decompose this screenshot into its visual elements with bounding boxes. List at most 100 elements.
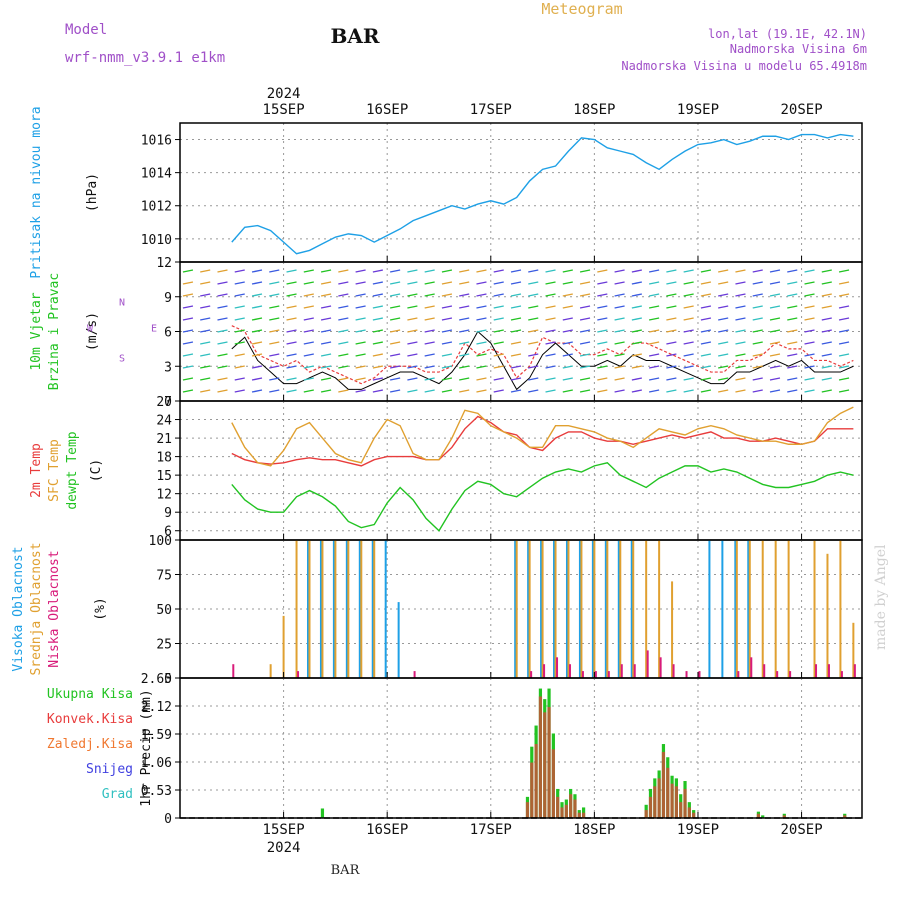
wind-arrow (269, 317, 280, 321)
wind-arrow (631, 389, 642, 393)
y-tick-label: 15 (156, 469, 172, 484)
precip-bar-convective (670, 783, 674, 818)
wind-arrow (320, 389, 332, 393)
wind-arrow (579, 353, 591, 357)
wind-arrow (459, 389, 470, 393)
wind-arrow (390, 341, 401, 345)
wind-arrow (424, 293, 435, 297)
cloud-bar (332, 540, 335, 678)
y-tick-label: 1016 (141, 134, 172, 149)
wind-arrow (700, 269, 712, 273)
wind-arrow (251, 317, 263, 321)
wind-arrow (390, 305, 401, 309)
wind-arrow (407, 353, 418, 357)
wind-arrow (821, 365, 832, 369)
precip-bar-convective (530, 762, 534, 818)
wind-arrow (269, 269, 280, 273)
wind-arrow (579, 329, 591, 333)
wind-arrow (683, 281, 694, 285)
wind-arrow (683, 389, 694, 393)
wind-arrow (407, 377, 418, 381)
wind-arrow (476, 377, 487, 381)
y-tick-label: 0 (164, 672, 172, 687)
wind-arrow (528, 317, 539, 321)
year-label-bottom: 2024 (267, 840, 301, 856)
wind-arrow (579, 317, 591, 321)
wind-arrow (666, 269, 677, 273)
wind-arrow (510, 281, 522, 285)
wind-arrow (735, 377, 746, 381)
precip-bar-convective (538, 696, 543, 818)
precip-bar-convective (679, 802, 683, 818)
wind-arrow (718, 305, 729, 309)
wind-arrow (217, 281, 228, 285)
wind-arrow (735, 281, 746, 285)
model-elevation: Nadmorska Visina u modelu 65.4918m (621, 59, 867, 73)
wind-arrow (338, 329, 349, 333)
wind-arrow (562, 389, 573, 393)
wind-arrow (648, 341, 660, 345)
y-tick-label: 12 (156, 488, 172, 503)
wind-arrow (752, 353, 763, 357)
wind-arrow (286, 377, 297, 381)
precip-bar-convective (547, 707, 551, 818)
wind-arrow (372, 329, 384, 333)
wind-arrow (459, 353, 470, 357)
wind-arrow (372, 377, 384, 381)
wind-arrow (562, 269, 573, 273)
wind-arrow (234, 305, 245, 309)
precip-bar-convective (687, 807, 691, 818)
wind-arrow (735, 269, 746, 273)
wind-arrow (735, 365, 746, 369)
wind-arrow (562, 353, 573, 357)
wind-arrow (424, 389, 435, 393)
wind-arrow (562, 305, 573, 309)
wind-arrow (648, 269, 660, 273)
series-line-0 (231, 415, 854, 467)
wind-arrow (787, 293, 798, 297)
wind-arrow (752, 377, 763, 381)
wind-arrow (804, 389, 815, 393)
wind-arrow (700, 317, 712, 321)
cloud-bar (776, 671, 779, 678)
wind-arrow (459, 365, 470, 369)
wind-arrow (838, 353, 850, 357)
precip-bar-convective (683, 788, 687, 818)
wind-arrow (217, 269, 228, 273)
wind-arrow (200, 281, 211, 285)
cloud-bar (541, 540, 544, 678)
wind-arrow (718, 389, 729, 393)
cloud-bar (826, 553, 829, 678)
wind-arrow (718, 353, 729, 357)
cloud-bar (735, 540, 738, 678)
wind-arrow (182, 341, 194, 345)
ylabel-wind-2: Brzina i Pravac (47, 273, 62, 390)
wind-arrow (476, 389, 487, 393)
wind-arrow (510, 365, 522, 369)
wind-arrow (269, 329, 280, 333)
wind-arrow (200, 269, 211, 273)
wind-arrow (648, 377, 660, 381)
wind-arrow (821, 353, 832, 357)
wind-arrow (735, 329, 746, 333)
wind-arrow (838, 389, 850, 393)
wind-arrow (787, 353, 798, 357)
wind-arrow (424, 305, 435, 309)
time-label-top: 18SEP (573, 102, 615, 118)
wind-arrow (407, 389, 418, 393)
wind-arrow (666, 365, 677, 369)
wind-arrow (372, 389, 384, 393)
wind-arrow (200, 389, 211, 393)
cloud-bar (567, 540, 570, 678)
wind-arrow (528, 377, 539, 381)
cloud-bar (852, 622, 855, 678)
wind-arrow (769, 329, 781, 333)
cloud-bar (815, 664, 818, 678)
wind-arrow (390, 317, 401, 321)
precip-bar-convective (534, 744, 538, 818)
cloud-bar (397, 602, 400, 678)
wind-arrow (234, 329, 245, 333)
wind-arrow (700, 377, 712, 381)
cloud-bar (334, 540, 337, 678)
